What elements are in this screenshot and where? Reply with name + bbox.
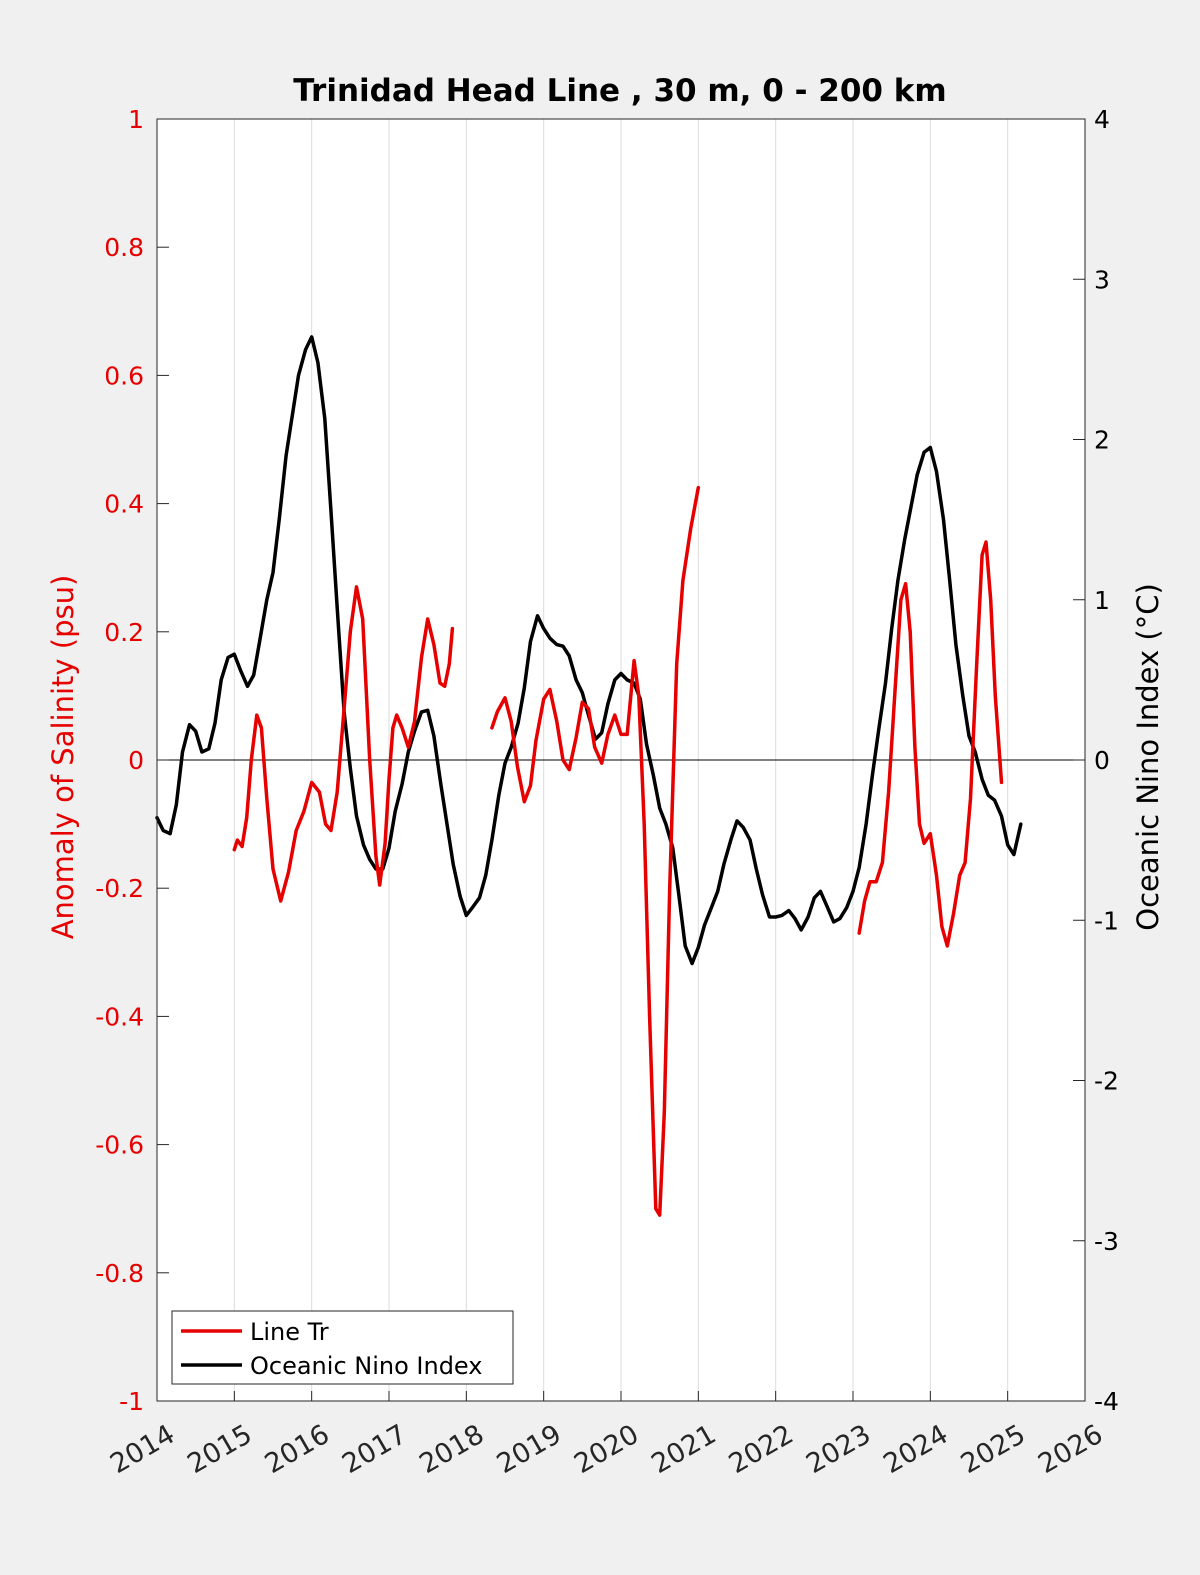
x-tick-label-2025: 2025 [956, 1419, 1031, 1480]
y-right-tick-label-3: 3 [1094, 265, 1110, 294]
y-axis-right: -4 -3 -2 -1 0 1 2 3 4 [1073, 105, 1119, 1416]
y-left-tick-label--1: -1 [119, 1387, 144, 1416]
y-right-tick-label-2: 2 [1094, 426, 1110, 455]
x-axis: 2014 2015 2016 2017 2018 2019 2020 2021 2022 2023… [105, 1391, 1108, 1480]
series-line-line-tr-segment-2 [490, 485, 701, 1217]
y-right-tick-label-1: 1 [1094, 586, 1110, 615]
x-tick-label-2022: 2022 [724, 1419, 799, 1480]
x-tick-label-2019: 2019 [492, 1419, 567, 1480]
y-right-tick-label--1: -1 [1094, 906, 1119, 935]
y-axis-right-label: Oceanic Nino Index (°C) [1131, 583, 1165, 931]
legend: Line Tr Oceanic Nino Index [171, 1310, 514, 1385]
x-tick-label-2024: 2024 [878, 1419, 953, 1480]
y-left-tick-label-0.4: 0.4 [104, 490, 144, 519]
y-right-tick-label-4: 4 [1094, 105, 1110, 134]
x-tick-label-2021: 2021 [646, 1419, 721, 1480]
legend-label-line-tr: Line Tr [250, 1318, 329, 1346]
chart-title: Trinidad Head Line , 30 m, 0 - 200 km [293, 73, 946, 109]
x-tick-label-2020: 2020 [569, 1419, 644, 1480]
y-left-tick-label--0.2: -0.2 [95, 874, 144, 903]
y-right-tick-label--2: -2 [1094, 1067, 1119, 1096]
y-right-tick-label--4: -4 [1094, 1387, 1119, 1416]
y-left-tick-label--0.6: -0.6 [95, 1131, 144, 1160]
y-left-tick-label-0: 0 [128, 746, 144, 775]
legend-box [171, 1310, 514, 1385]
x-tick-label-2015: 2015 [182, 1419, 257, 1480]
y-right-tick-label-0: 0 [1094, 746, 1110, 775]
y-left-tick-label-1: 1 [128, 105, 144, 134]
y-right-tick-label--3: -3 [1094, 1227, 1119, 1256]
x-tick-label-2017: 2017 [337, 1419, 412, 1480]
y-left-tick-label-0.2: 0.2 [104, 618, 144, 647]
x-tick-label-2018: 2018 [414, 1419, 489, 1480]
series-line-line-tr-segment-1 [232, 585, 455, 903]
x-tick-label-2026: 2026 [1033, 1419, 1108, 1480]
x-tick-label-2014: 2014 [105, 1419, 180, 1480]
y-axis-left: -1 -0.8 -0.6 -0.4 -0.2 0 0.2 0.4 0.6 0.8 1 [95, 105, 169, 1416]
y-left-tick-label--0.8: -0.8 [95, 1259, 144, 1288]
y-left-tick-label-0.8: 0.8 [104, 233, 144, 262]
x-tick-label-2023: 2023 [801, 1419, 876, 1480]
series-layer [155, 335, 1023, 1217]
legend-label-oni: Oceanic Nino Index [250, 1352, 482, 1380]
series-line-line-tr-segment-3 [857, 540, 1004, 948]
y-left-tick-label-0.6: 0.6 [104, 361, 144, 390]
y-axis-left-label: Anomaly of Salinity (psu) [46, 575, 80, 940]
y-left-tick-label--0.4: -0.4 [95, 1002, 144, 1031]
x-tick-label-2016: 2016 [260, 1419, 335, 1480]
